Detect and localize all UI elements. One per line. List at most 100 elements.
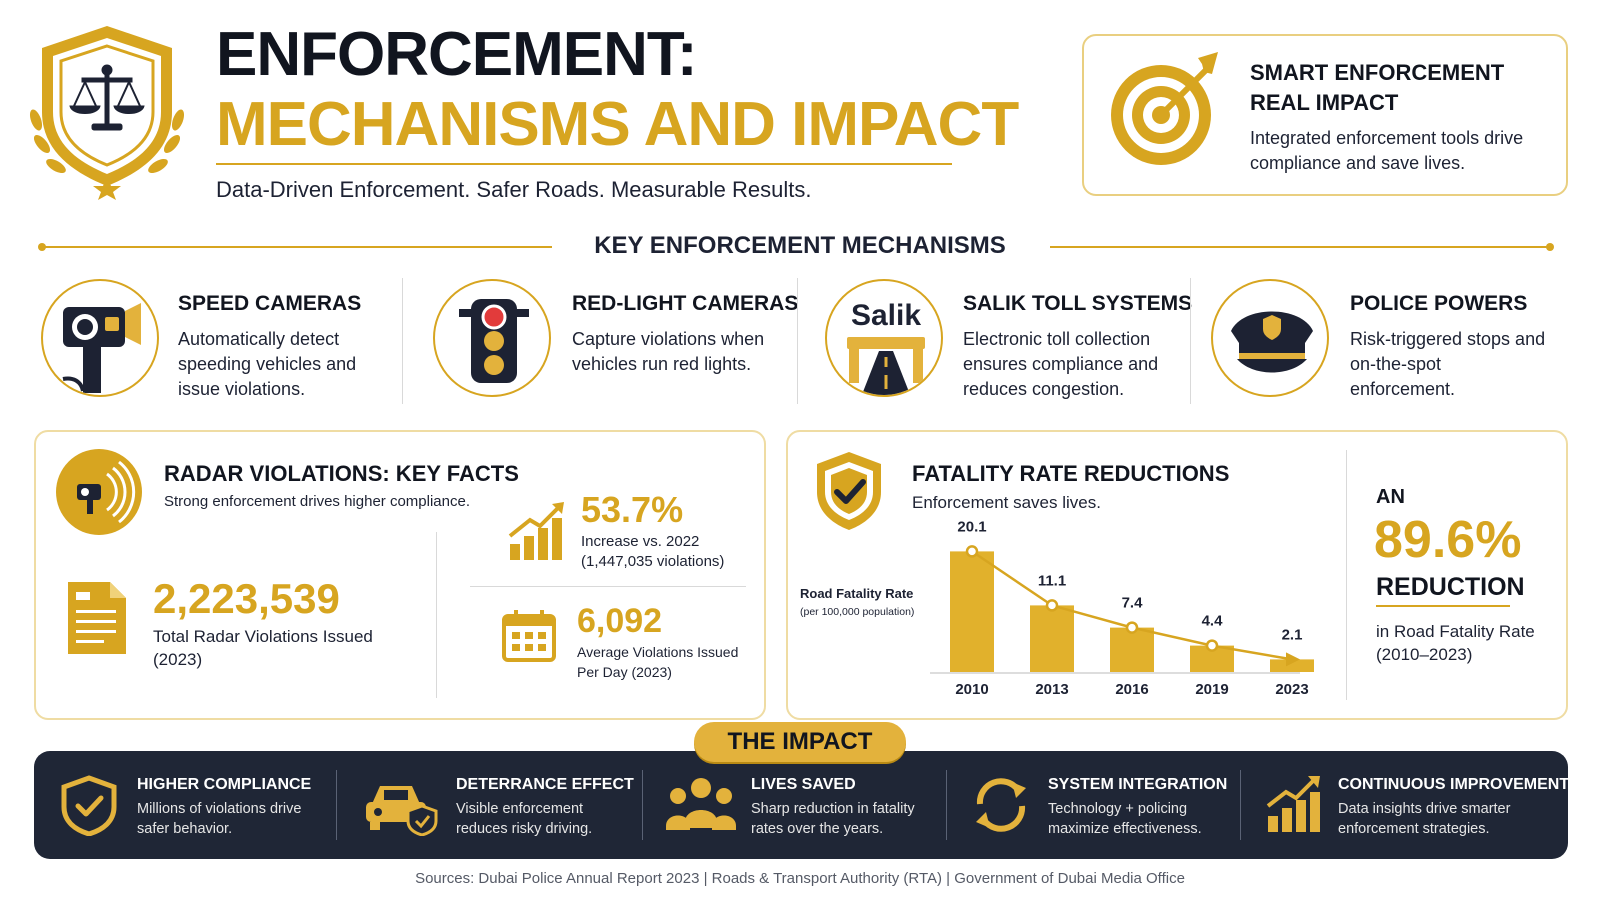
row-divider [470, 586, 746, 587]
document-icon [68, 582, 126, 654]
impact-title: DETERRANCE EFFECT [456, 776, 634, 793]
radar-camera-icon [56, 449, 142, 535]
impact-description: Millions of violations drive safer behav… [137, 801, 302, 837]
title-divider [216, 163, 952, 165]
radar-title: RADAR VIOLATIONS: KEY FACTS [164, 461, 519, 486]
chart-tick-label: 2010 [955, 681, 988, 698]
chart-point [965, 545, 979, 558]
traffic-light-icon [459, 299, 529, 383]
fatality-panel [786, 430, 1568, 720]
section-rule [1050, 246, 1552, 248]
calendar-icon [502, 610, 556, 662]
people-group-icon [666, 778, 736, 830]
column-divider [402, 278, 403, 404]
car-shield-icon [366, 786, 438, 836]
fatality-bar-chart: 20.1 2010 11.1 2013 7.4 2016 4.4 2019 2.1 2023 [930, 520, 1314, 698]
chart-data-label: 4.4 [1202, 613, 1224, 630]
mechanism-description: Capture violations when vehicles run red… [572, 329, 765, 374]
impact-title: LIVES SAVED [751, 776, 856, 793]
scales-shield-icon [29, 26, 185, 200]
impact-divider [946, 770, 947, 840]
chart-point [1125, 621, 1139, 634]
mechanism-icon-circle [433, 279, 551, 397]
impact-description: Visible enforcement reduces risky drivin… [456, 801, 593, 837]
mechanism-icon-circle [1211, 279, 1329, 397]
chart-axis-sublabel: (per 100,000 population) [800, 606, 915, 618]
chart-bar [1110, 627, 1154, 672]
reduction-value: 89.6% [1374, 511, 1522, 569]
reduction-prefix: AN [1376, 486, 1405, 508]
section-rule-dot [1546, 243, 1554, 251]
mechanism-title: SALIK TOLL SYSTEMS [963, 292, 1193, 315]
mechanism-description: Automatically detect speeding vehicles a… [178, 329, 357, 399]
smart-title-line2: REAL IMPACT [1250, 90, 1399, 115]
smart-enforcement-box [1082, 34, 1568, 196]
sync-arrows-icon [976, 778, 1026, 832]
fatality-subtitle: Enforcement saves lives. [912, 493, 1101, 512]
chart-tick-label: 2016 [1115, 681, 1148, 698]
chart-bar [1270, 659, 1314, 672]
police-cap-icon [1231, 311, 1313, 373]
chart-data-label: 11.1 [1038, 572, 1066, 589]
speed-camera-icon [62, 303, 141, 393]
column-divider [436, 532, 437, 698]
chart-data-label: 2.1 [1282, 626, 1303, 643]
column-divider [797, 278, 798, 404]
chart-trend-arrow [1286, 652, 1300, 667]
reduction-label: in Road Fatality Rate (2010–2023) [1376, 622, 1535, 664]
smart-description: Integrated enforcement tools drive compl… [1250, 128, 1524, 173]
impact-title: SYSTEM INTEGRATION [1048, 776, 1228, 793]
chart-bar [1030, 605, 1074, 672]
salik-logo-text: Salik [851, 299, 921, 332]
shield-check-icon [61, 775, 117, 836]
impact-description: Technology + policing maximize effective… [1048, 801, 1202, 837]
chart-tick-label: 2023 [1275, 681, 1308, 698]
mechanism-title: SPEED CAMERAS [178, 292, 362, 315]
chart-point [1045, 599, 1059, 612]
growth-chart-icon [1266, 776, 1320, 832]
shield-check-icon [817, 452, 881, 530]
increase-value: 53.7% [581, 489, 684, 530]
daily-violations-label: Average Violations Issued Per Day (2023) [577, 644, 739, 680]
chart-axis-label: Road Fatality Rate [800, 586, 914, 601]
reduction-word: REDUCTION [1376, 573, 1525, 601]
mechanism-icon-circle: Salik [825, 279, 943, 397]
chart-data-label: 20.1 [957, 520, 986, 535]
sources-footer: Sources: Dubai Police Annual Report 2023… [415, 870, 1185, 887]
impact-description: Sharp reduction in fatality rates over t… [751, 801, 915, 837]
mechanism-title: RED-LIGHT CAMERAS [572, 292, 799, 315]
chart-data-label: 7.4 [1122, 595, 1144, 612]
section-rule [42, 246, 552, 248]
mechanism-description: Electronic toll collection ensures compl… [963, 329, 1159, 399]
fatality-title: FATALITY RATE REDUCTIONS [912, 461, 1230, 486]
column-divider [1190, 278, 1191, 404]
total-violations-label: Total Radar Violations Issued (2023) [153, 627, 373, 669]
mechanism-icon-circle [41, 279, 159, 397]
chart-tick-label: 2013 [1035, 681, 1068, 698]
target-icon [1111, 52, 1218, 165]
chart-bar [950, 551, 994, 672]
page-title-line1: ENFORCEMENT: [216, 20, 698, 89]
impact-title: HIGHER COMPLIANCE [137, 776, 312, 793]
impact-title: CONTINUOUS IMPROVEMENT [1338, 776, 1570, 793]
impact-description: Data insights drive smarter enforcement … [1338, 801, 1511, 837]
impact-divider [336, 770, 337, 840]
reduction-underline [1376, 605, 1510, 607]
page-title-line2: MECHANISMS AND IMPACT [216, 90, 1019, 159]
impact-divider [1240, 770, 1241, 840]
chart-point [1205, 639, 1219, 652]
increase-label: Increase vs. 2022 (1,447,035 violations) [581, 533, 725, 570]
impact-badge [694, 722, 906, 762]
radar-subtitle: Strong enforcement drives higher complia… [164, 493, 470, 510]
section-heading-mechanisms: KEY ENFORCEMENT MECHANISMS [594, 232, 1006, 259]
mechanism-title: POLICE POWERS [1350, 292, 1528, 315]
smart-title-line1: SMART ENFORCEMENT [1250, 60, 1505, 85]
impact-divider [642, 770, 643, 840]
daily-violations-value: 6,092 [577, 602, 663, 640]
impact-badge-label: THE IMPACT [727, 728, 873, 755]
column-divider [1346, 450, 1347, 700]
growth-chart-icon [508, 502, 564, 560]
toll-gate-icon: Salik [847, 299, 925, 395]
mechanism-description: Risk-triggered stops and on-the-spot enf… [1350, 329, 1546, 399]
page-subtitle: Data-Driven Enforcement. Safer Roads. Me… [216, 177, 812, 202]
